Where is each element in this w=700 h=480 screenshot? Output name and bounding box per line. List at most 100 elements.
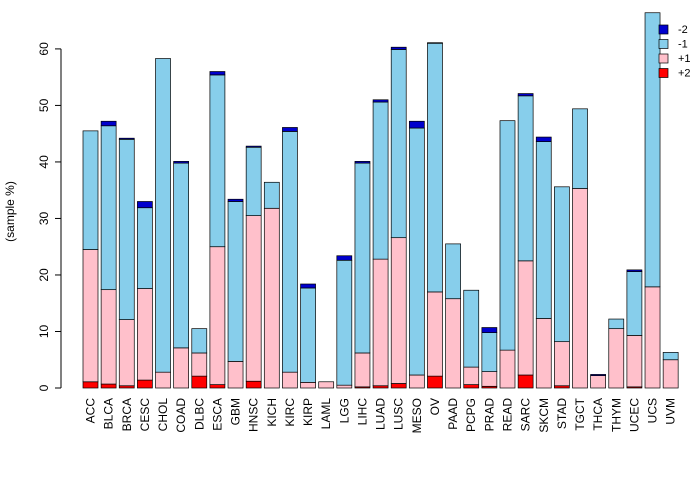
x-tick-label-stad: STAD bbox=[555, 398, 569, 429]
y-tick-label: 50 bbox=[37, 98, 51, 112]
x-tick-label-uvm: UVM bbox=[664, 398, 678, 425]
bar-segment-thca-plus1 bbox=[590, 375, 606, 389]
legend-label: +2 bbox=[678, 68, 691, 80]
bar-segment-thca-minus2 bbox=[590, 374, 606, 376]
bar-segment-coad-minus2 bbox=[173, 161, 189, 164]
x-tick-label-pcpg: PCPG bbox=[464, 398, 478, 432]
bar-segment-prad-minus1 bbox=[481, 332, 498, 372]
bar-segment-tgct-plus1 bbox=[572, 188, 588, 389]
x-tick-label-acc: ACC bbox=[84, 398, 98, 424]
bar-segment-lihc-plus1 bbox=[354, 352, 371, 388]
bar-segment-laml-plus1 bbox=[318, 381, 335, 389]
bar-segment-blca-minus2 bbox=[100, 120, 117, 127]
bar-segment-stad-plus1 bbox=[554, 341, 570, 387]
bar-segment-acc-minus1 bbox=[82, 130, 99, 250]
bar-segment-lgg-minus2 bbox=[336, 255, 353, 261]
bar-segment-uvm-plus1 bbox=[662, 359, 679, 389]
bar-segment-ucec-minus1 bbox=[626, 271, 643, 336]
x-tick-label-ov: OV bbox=[428, 398, 442, 415]
legend-label: -1 bbox=[678, 39, 688, 51]
y-tick-label: 20 bbox=[37, 268, 51, 282]
y-tick-label: 40 bbox=[37, 155, 51, 169]
legend-swatch bbox=[658, 39, 669, 49]
bar-segment-blca-plus2 bbox=[100, 383, 117, 389]
bar-segment-tgct-minus1 bbox=[572, 108, 588, 189]
x-tick-label-laml: LAML bbox=[319, 398, 333, 430]
bar-segment-acc-plus1 bbox=[82, 249, 99, 383]
x-tick-label-read: READ bbox=[500, 398, 514, 432]
bar-segment-cesc-minus1 bbox=[137, 207, 153, 289]
bar-segment-kich-plus1 bbox=[263, 207, 280, 389]
bar-segment-hnsc-minus1 bbox=[245, 146, 262, 216]
bar-segment-lusc-plus1 bbox=[390, 237, 407, 384]
bar-segment-thym-plus1 bbox=[608, 328, 625, 389]
bar-segment-prad-minus2 bbox=[481, 327, 498, 333]
legend-swatch bbox=[658, 68, 669, 78]
x-tick-label-ucec: UCEC bbox=[627, 398, 641, 432]
bar-segment-ucec-minus2 bbox=[626, 269, 643, 272]
bar-segment-esca-minus1 bbox=[209, 74, 226, 248]
y-tick-label: 10 bbox=[37, 324, 51, 338]
bar-segment-lusc-minus1 bbox=[390, 49, 407, 239]
x-tick-label-meso: MESO bbox=[410, 398, 424, 433]
bar-segment-uvm-minus1 bbox=[662, 352, 679, 361]
bar-segment-chol-minus1 bbox=[155, 58, 171, 373]
bar-segment-ov-minus1 bbox=[427, 42, 443, 293]
y-tick-label: 0 bbox=[37, 384, 51, 391]
x-tick-label-sarc: SARC bbox=[519, 398, 533, 432]
bar-segment-stad-minus1 bbox=[554, 186, 570, 343]
bar-segment-brca-minus2 bbox=[118, 137, 135, 140]
x-tick-label-chol: CHOL bbox=[156, 398, 170, 432]
bar-segment-pcpg-minus1 bbox=[463, 289, 480, 368]
x-tick-label-dlbc: DLBC bbox=[192, 398, 206, 430]
bar-segment-ucec-plus1 bbox=[626, 335, 643, 388]
bar-segment-brca-plus1 bbox=[118, 319, 135, 387]
bar-segment-ov-plus2 bbox=[427, 375, 443, 389]
bar-segment-blca-plus1 bbox=[100, 289, 117, 385]
legend: -2 -1 +1 +2 bbox=[658, 24, 691, 80]
bar-segment-esca-minus2 bbox=[209, 71, 226, 76]
bar-segment-luad-minus1 bbox=[372, 101, 389, 260]
bar-segment-blca-minus1 bbox=[100, 125, 117, 291]
bar-segment-read-plus1 bbox=[499, 349, 516, 389]
bar-segment-luad-plus1 bbox=[372, 258, 389, 387]
x-tick-label-skcm: SKCM bbox=[537, 398, 551, 433]
y-tick-label: 30 bbox=[37, 211, 51, 225]
bar-segment-kich-minus1 bbox=[263, 181, 280, 209]
bar-segment-kirp-minus2 bbox=[300, 283, 316, 289]
x-axis: ACC BLCA BRCA CESC CHOL COAD DLBC ESCA GBM HNSC KI… bbox=[84, 397, 678, 433]
bar-segment-coad-minus1 bbox=[173, 162, 189, 349]
bar-segment-kirc-minus1 bbox=[282, 131, 298, 373]
x-tick-label-lusc: LUSC bbox=[392, 398, 406, 430]
bar-segment-paad-minus1 bbox=[445, 243, 461, 300]
y-tick-label: 60 bbox=[37, 42, 51, 56]
bar-segment-esca-plus2 bbox=[209, 384, 226, 389]
legend-swatch bbox=[658, 24, 669, 35]
bar-segment-dlbc-plus1 bbox=[191, 352, 208, 377]
x-tick-label-esca: ESCA bbox=[210, 398, 224, 431]
bar-segment-hnsc-minus2 bbox=[245, 145, 262, 148]
bar-segment-gbm-minus2 bbox=[227, 198, 244, 202]
bar-segment-hnsc-plus2 bbox=[245, 380, 262, 389]
bar-segment-meso-minus1 bbox=[408, 127, 425, 376]
x-tick-label-kirp: KIRP bbox=[301, 398, 315, 426]
bar-segment-sarc-minus1 bbox=[517, 95, 534, 262]
x-tick-label-hnsc: HNSC bbox=[247, 398, 261, 432]
bar-segment-gbm-plus1 bbox=[227, 361, 244, 389]
bar-segment-hnsc-plus1 bbox=[245, 215, 262, 382]
bar-segment-dlbc-minus1 bbox=[191, 328, 208, 354]
bar-segment-sarc-minus2 bbox=[517, 93, 534, 97]
x-tick-label-thym: THYM bbox=[609, 398, 623, 432]
x-tick-label-ucs: UCS bbox=[646, 398, 660, 423]
bar-segment-ucs-minus1 bbox=[644, 12, 661, 288]
bar-segment-meso-plus1 bbox=[408, 374, 425, 389]
bar-segment-paad-plus1 bbox=[445, 298, 461, 389]
x-tick-label-cesc: CESC bbox=[138, 398, 152, 432]
bar-segment-prad-plus1 bbox=[481, 371, 498, 387]
x-tick-label-brca: BRCA bbox=[120, 398, 134, 431]
x-tick-label-tgct: TGCT bbox=[573, 397, 587, 430]
y-axis: 0 10 20 30 40 50 60 bbox=[37, 42, 62, 391]
x-tick-label-blca: BLCA bbox=[102, 398, 116, 429]
x-tick-label-lihc: LIHC bbox=[355, 398, 369, 426]
bar-segment-sarc-plus1 bbox=[517, 260, 534, 376]
